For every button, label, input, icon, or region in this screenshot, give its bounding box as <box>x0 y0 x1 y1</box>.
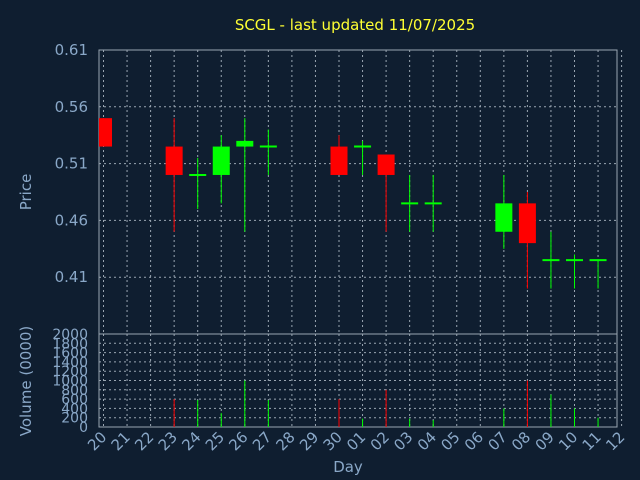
x-tick-label: 06 <box>461 428 487 454</box>
volume-bars <box>173 380 599 427</box>
volume-tick-label: 1200 <box>52 364 88 380</box>
candle <box>542 231 560 289</box>
x-tick-label: 01 <box>343 428 369 454</box>
price-plot-area <box>98 49 618 335</box>
x-tick-label: 29 <box>296 428 322 454</box>
candle-body <box>212 146 230 175</box>
candle <box>566 254 583 289</box>
candle <box>377 154 395 232</box>
x-axis-label: Day <box>333 458 363 476</box>
candle-body <box>99 118 112 147</box>
volume-tick-label: 1600 <box>52 346 88 362</box>
candle-body <box>165 146 183 175</box>
price-tick-label: 0.41 <box>55 268 88 286</box>
x-tick-label: 12 <box>602 428 628 454</box>
candle <box>236 118 254 232</box>
price-axis-label: Price <box>17 174 35 211</box>
candle-body <box>330 146 348 175</box>
x-tick-label: 24 <box>178 428 204 454</box>
candle <box>495 174 513 249</box>
price-y-ticks: 0.61 0.56 0.51 0.46 0.41 <box>55 41 88 286</box>
x-tick-label: 07 <box>484 428 510 454</box>
chart-title: SCGL - last updated 11/07/2025 <box>235 16 475 34</box>
x-tick-label: 27 <box>249 428 275 454</box>
candle-body <box>377 154 395 175</box>
volume-tick-label: 0 <box>79 420 88 436</box>
candle <box>212 135 230 204</box>
candle-body <box>518 203 536 244</box>
candle <box>330 135 348 175</box>
candle <box>518 192 536 289</box>
price-tick-label: 0.46 <box>55 211 88 229</box>
candle <box>354 140 372 175</box>
candle <box>259 129 277 175</box>
x-tick-label: 11 <box>579 428 605 454</box>
volume-tick-label: 1000 <box>52 374 88 390</box>
candle <box>589 259 607 289</box>
x-tick-label: 26 <box>225 428 251 454</box>
x-tick-label: 10 <box>555 428 581 454</box>
x-tick-label: 04 <box>414 428 440 454</box>
candles <box>99 118 607 289</box>
candle-body <box>236 140 254 147</box>
volume-tick-label: 600 <box>61 392 88 408</box>
x-tick-label: 23 <box>155 428 181 454</box>
x-tick-label: 03 <box>390 428 416 454</box>
x-tick-label: 21 <box>108 428 134 454</box>
candle <box>401 174 419 232</box>
candle <box>189 157 207 210</box>
volume-tick-label: 1400 <box>52 355 88 371</box>
candle <box>165 118 183 232</box>
candle <box>99 118 112 147</box>
volume-tick-label: 800 <box>61 383 88 399</box>
price-tick-label: 0.56 <box>55 98 88 116</box>
x-ticks: 2021222324252627282930010203040506070809… <box>84 428 628 454</box>
volume-grid <box>99 333 623 428</box>
x-tick-label: 02 <box>367 428 393 454</box>
x-tick-label: 30 <box>320 428 346 454</box>
x-tick-label: 09 <box>532 428 558 454</box>
price-panel: 0.61 0.56 0.51 0.46 0.41 <box>55 41 623 335</box>
x-tick-label: 25 <box>202 428 228 454</box>
x-tick-label: 08 <box>508 428 534 454</box>
price-tick-label: 0.61 <box>55 41 88 59</box>
x-tick-label: 05 <box>437 428 463 454</box>
x-tick-label: 20 <box>84 428 110 454</box>
x-tick-label: 28 <box>272 428 298 454</box>
volume-axis-label: Volume (0000) <box>17 326 35 436</box>
candle-body <box>495 203 513 232</box>
volume-tick-label: 2000 <box>52 327 88 343</box>
volume-tick-label: 400 <box>61 401 88 417</box>
candle <box>424 174 442 232</box>
volume-tick-label: 1800 <box>52 336 88 352</box>
price-tick-label: 0.51 <box>55 155 88 173</box>
x-tick-label: 22 <box>131 428 157 454</box>
volume-tick-label: 200 <box>61 411 88 427</box>
